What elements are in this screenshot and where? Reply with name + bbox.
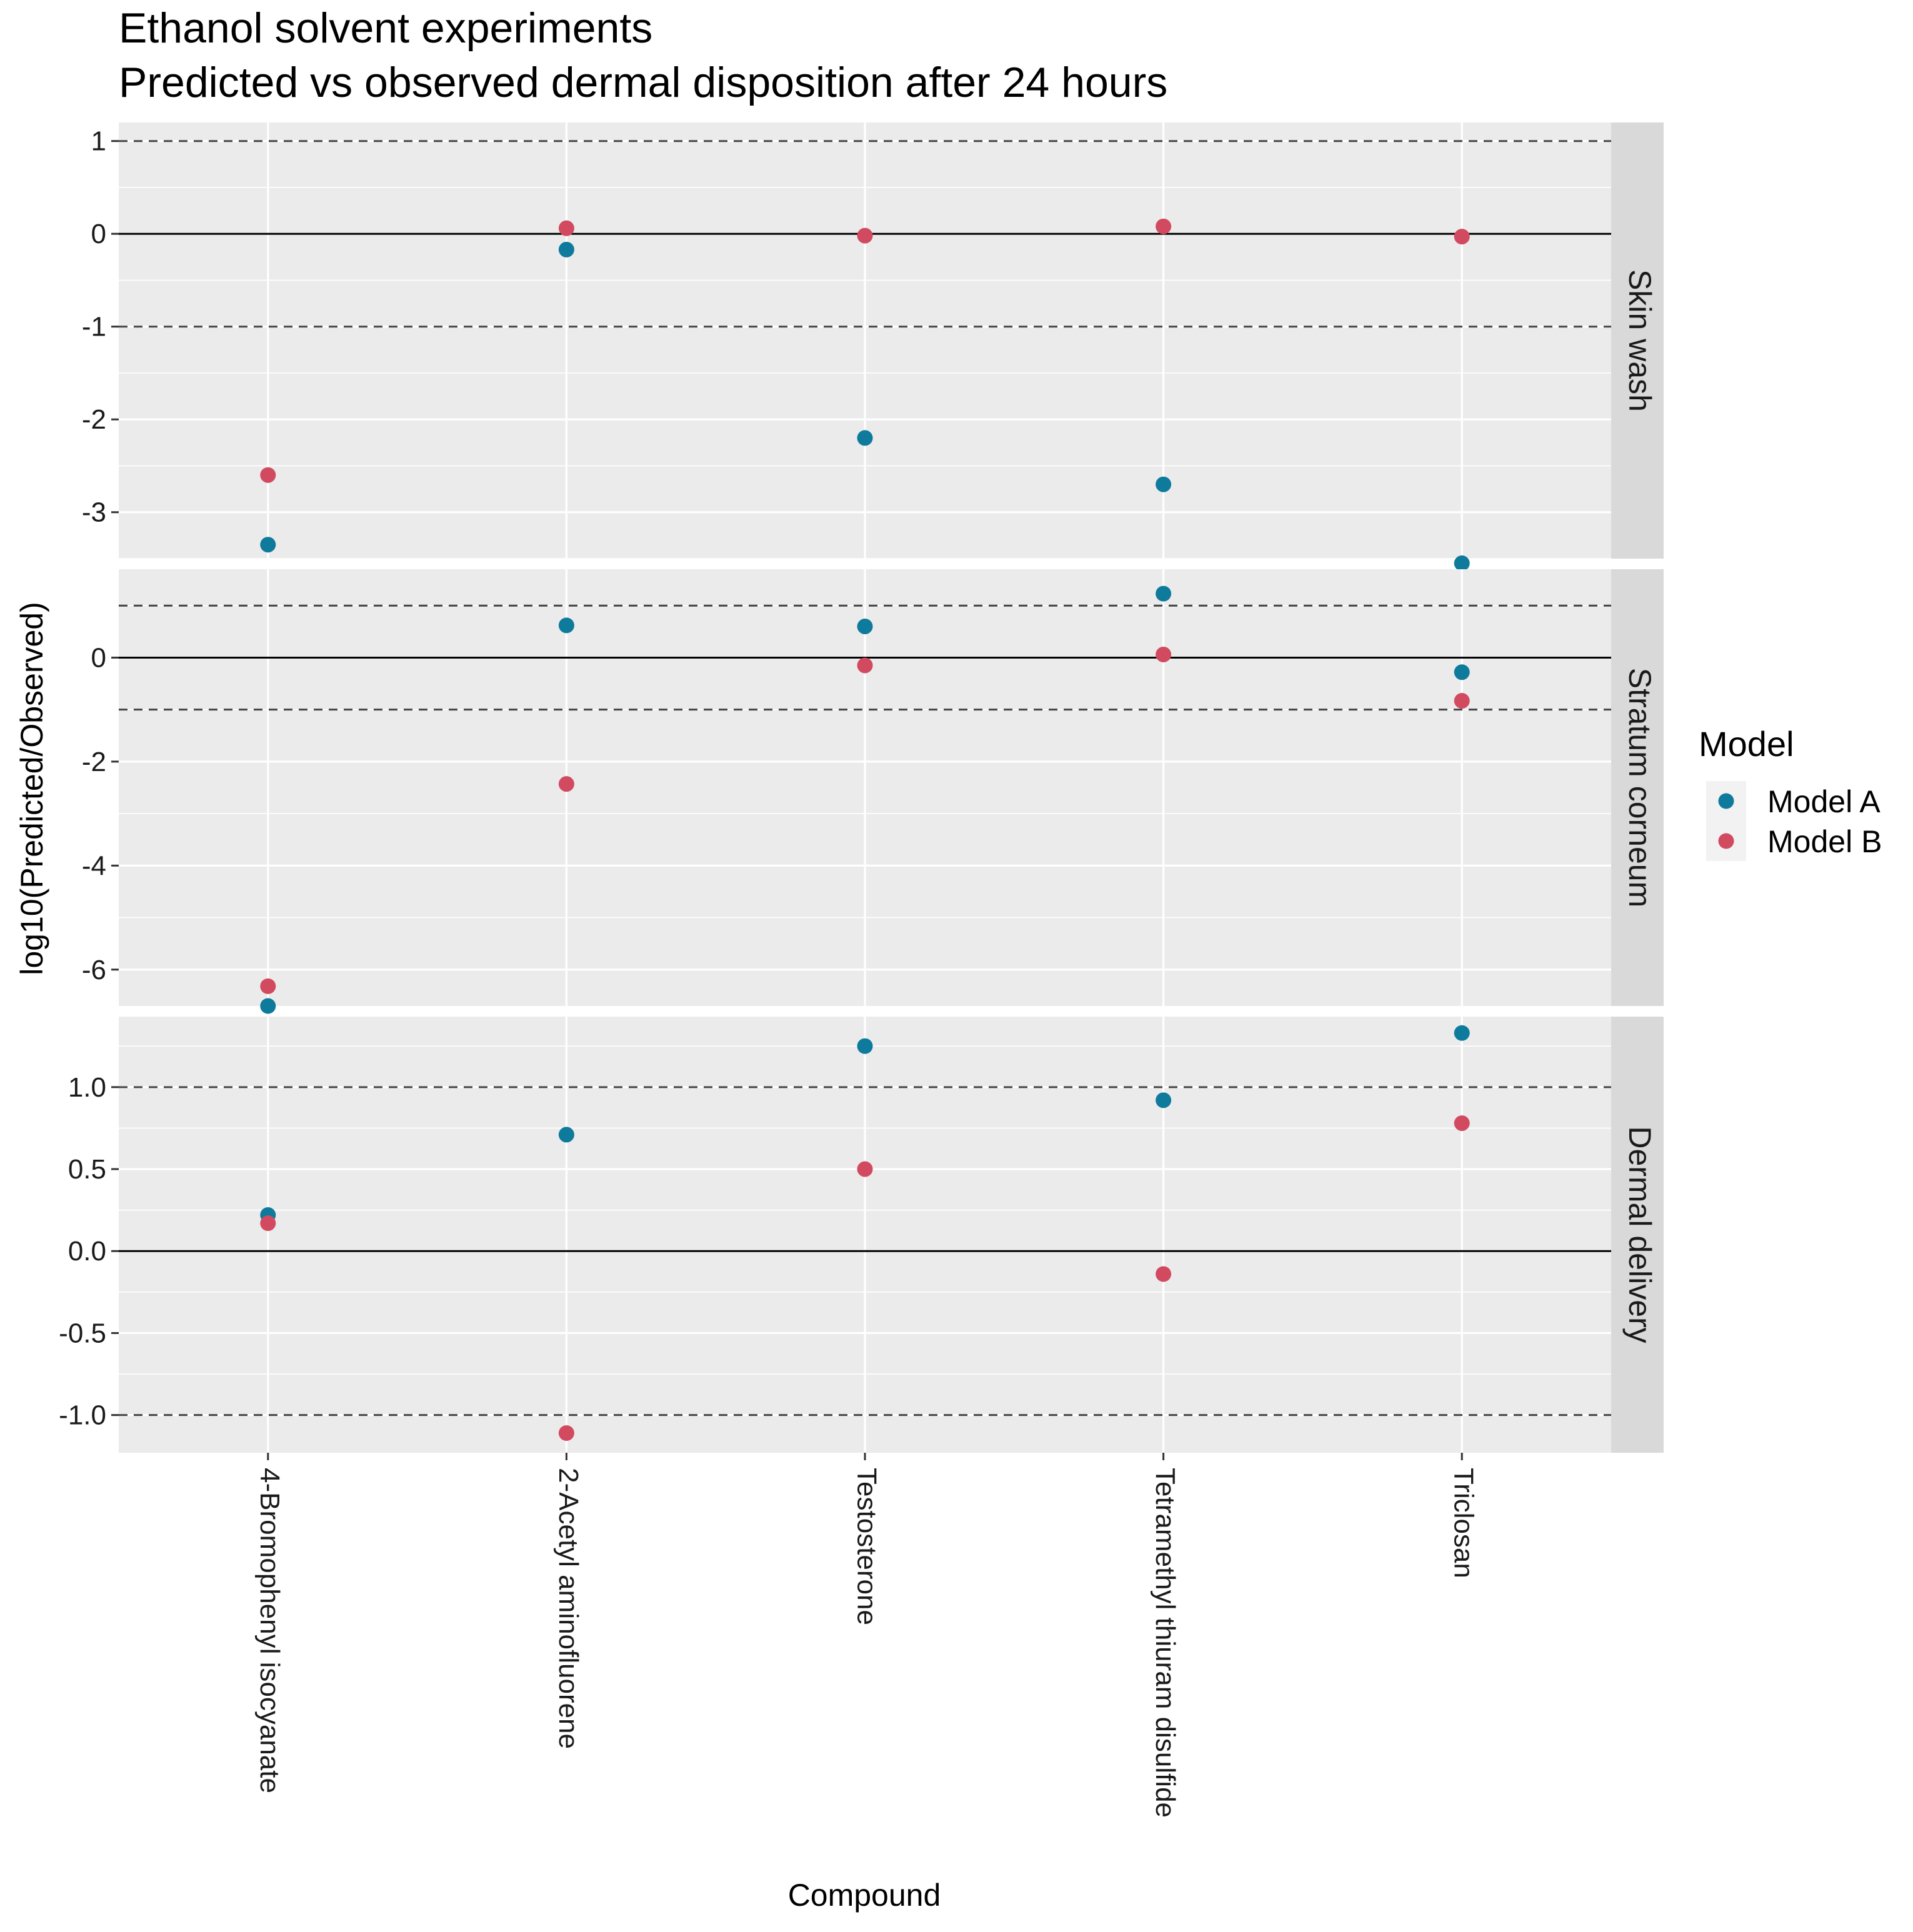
x-tick-label: 2-Acetyl aminofluorene [553, 1468, 584, 1749]
panel-dermal-delivery: 1.0 0.5 0.0 -0.5 -1.0 Dermal delivery [59, 1017, 1664, 1453]
chart-title: Ethanol solvent experiments [119, 4, 652, 52]
facet-strip [1611, 122, 1664, 559]
point-model-b [558, 1425, 574, 1442]
legend-key-model-b [1718, 833, 1734, 849]
y-tick-label: -1.0 [59, 1400, 106, 1431]
x-tick-label: Tetramethyl thiuram disulfide [1150, 1468, 1181, 1818]
legend-key-model-a [1718, 793, 1734, 809]
point-model-b [1156, 646, 1172, 662]
point-model-b [857, 657, 873, 674]
facet-strip [1611, 569, 1664, 1006]
y-tick-label: -1 [82, 312, 106, 342]
facet-strip-label: Dermal delivery [1622, 1126, 1657, 1343]
point-model-b [857, 1161, 873, 1177]
point-model-a [260, 537, 276, 553]
x-tick-label: 4-Bromophenyl isocyanate [254, 1468, 285, 1793]
point-model-a [558, 241, 574, 257]
legend: Model Model A Model B [1699, 724, 1882, 861]
y-tick-label: 1.0 [68, 1072, 106, 1103]
point-model-b [1156, 218, 1172, 234]
y-tick-label: -6 [82, 955, 106, 985]
point-model-b [857, 227, 873, 244]
point-model-b [1454, 229, 1470, 245]
chart-subtitle: Predicted vs observed dermal disposition… [119, 59, 1167, 106]
legend-items: Model A Model B [1706, 781, 1882, 861]
y-tick-label: -0.5 [59, 1318, 106, 1348]
y-tick-label: 0.0 [68, 1236, 106, 1267]
point-model-b [1156, 1266, 1172, 1282]
y-tick-label: -2 [82, 747, 106, 777]
panel-skin-wash: 1 0 -1 -2 -3 Skin wash [82, 122, 1664, 571]
y-tick-label: 0 [91, 219, 106, 249]
legend-label: Model B [1767, 824, 1882, 859]
point-model-a [558, 1127, 574, 1143]
point-model-b [260, 1215, 276, 1232]
facet-panels: 1 0 -1 -2 -3 Skin wash 0 -2 -4 -6 Stratum corneum 1… [59, 122, 1664, 1453]
x-tick-label: Triclosan [1449, 1468, 1479, 1578]
facet-strip-label: Skin wash [1622, 269, 1657, 412]
point-model-b [260, 467, 276, 483]
point-model-a [558, 617, 574, 634]
point-model-a [1156, 585, 1172, 602]
y-tick-label: 0.5 [68, 1154, 106, 1185]
x-tick-label: Testosterone [851, 1468, 882, 1625]
point-model-a [1454, 664, 1470, 680]
y-tick-label: -3 [82, 497, 106, 528]
facet-strip-label: Stratum corneum [1622, 668, 1657, 907]
legend-title: Model [1699, 724, 1794, 764]
panel-stratum-corneum: 0 -2 -4 -6 Stratum corneum [82, 569, 1664, 1014]
point-model-a [857, 1038, 873, 1054]
point-model-a [1156, 476, 1172, 492]
x-axis: 4-Bromophenyl isocyanate 2-Acetyl aminofl… [254, 1453, 1479, 1818]
x-axis-title: Compound [788, 1878, 941, 1913]
point-model-b [1454, 1115, 1470, 1132]
point-model-a [1454, 1025, 1470, 1041]
facet-strip [1611, 1017, 1664, 1453]
point-model-b [558, 776, 574, 792]
y-tick-label: -2 [82, 404, 106, 435]
y-axis-title: log10(Predicted/Observed) [14, 602, 49, 975]
point-model-b [260, 978, 276, 994]
point-model-a [857, 619, 873, 635]
y-tick-label: -4 [82, 850, 106, 881]
point-model-a [1156, 1092, 1172, 1108]
y-tick-label: 1 [91, 126, 106, 157]
point-model-a [857, 430, 873, 446]
y-tick-label: 0 [91, 642, 106, 673]
point-model-a [260, 998, 276, 1014]
point-model-b [1454, 693, 1470, 709]
point-model-a [1454, 555, 1470, 571]
point-model-b [558, 220, 574, 236]
legend-label: Model A [1767, 784, 1881, 819]
